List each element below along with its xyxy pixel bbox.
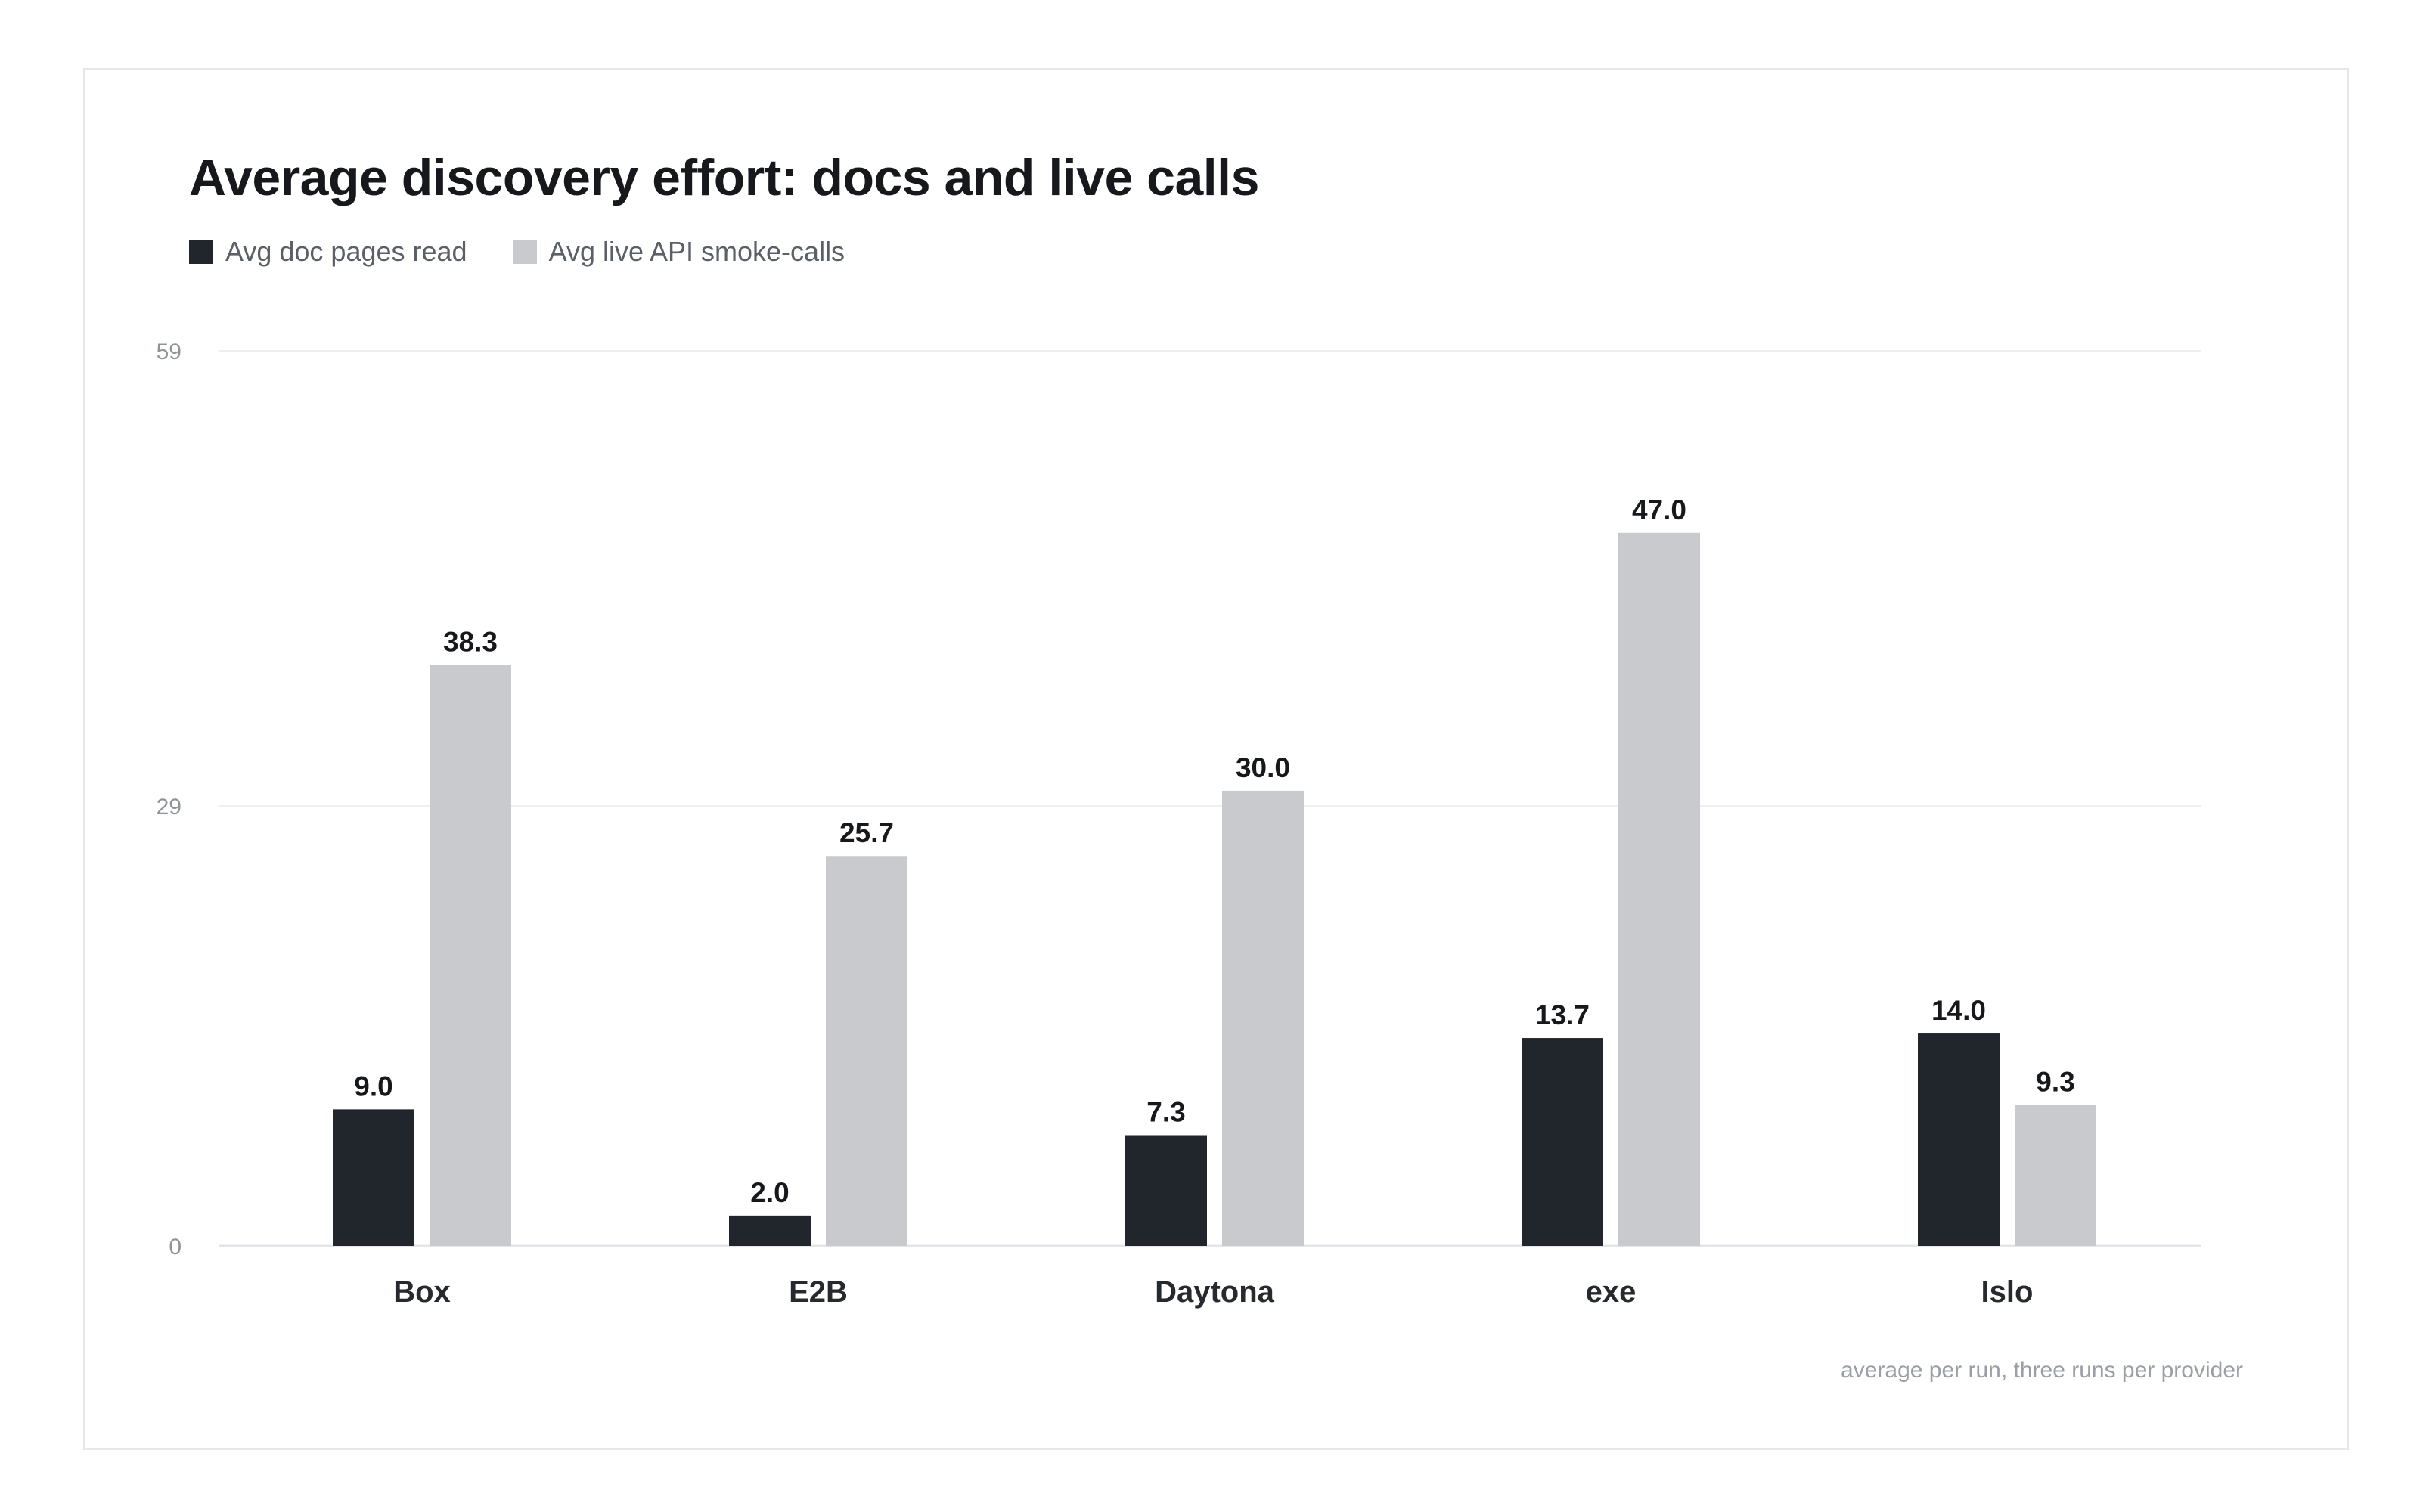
- x-tick-label: E2B: [789, 1275, 848, 1309]
- legend-swatch-doc-pages: [189, 240, 213, 264]
- data-label: 2.0: [750, 1177, 789, 1208]
- bar: [1618, 532, 1700, 1246]
- bar: [1918, 1033, 2000, 1246]
- legend: Avg doc pages read Avg live API smoke-ca…: [189, 236, 890, 268]
- y-tick-label: 0: [169, 1235, 182, 1259]
- bar: [1222, 790, 1304, 1246]
- bar: [1522, 1038, 1603, 1246]
- bar: [2015, 1105, 2096, 1246]
- y-tick-label: 59: [157, 339, 182, 364]
- data-label: 30.0: [1236, 752, 1290, 783]
- bar: [1125, 1135, 1207, 1246]
- legend-swatch-smoke-calls: [512, 240, 537, 264]
- legend-label-doc-pages: Avg doc pages read: [225, 236, 467, 267]
- data-label: 13.7: [1535, 999, 1590, 1030]
- data-label: 38.3: [443, 626, 498, 657]
- data-label: 25.7: [839, 817, 894, 848]
- footnote: average per run, three runs per provider: [1841, 1358, 2243, 1383]
- data-label: 14.0: [1931, 995, 1986, 1026]
- x-tick-label: Islo: [1981, 1275, 2034, 1309]
- bar: [729, 1215, 811, 1246]
- bar: [826, 856, 908, 1246]
- bar: [430, 665, 511, 1246]
- y-tick-label: 29: [157, 795, 182, 820]
- legend-label-smoke-calls: Avg live API smoke-calls: [548, 236, 845, 267]
- data-label: 9.0: [354, 1070, 392, 1101]
- x-tick-label: exe: [1586, 1275, 1637, 1309]
- bar: [333, 1109, 414, 1246]
- chart-title: Average discovery effort: docs and live …: [189, 149, 1259, 206]
- x-tick-label: Box: [393, 1275, 451, 1309]
- x-tick-label: Daytona: [1155, 1275, 1275, 1309]
- legend-item-doc-pages: Avg doc pages read: [189, 236, 467, 268]
- data-label: 9.3: [2036, 1066, 2074, 1097]
- legend-item-smoke-calls: Avg live API smoke-calls: [512, 236, 845, 268]
- data-label: 47.0: [1632, 494, 1686, 525]
- data-label: 7.3: [1146, 1097, 1185, 1128]
